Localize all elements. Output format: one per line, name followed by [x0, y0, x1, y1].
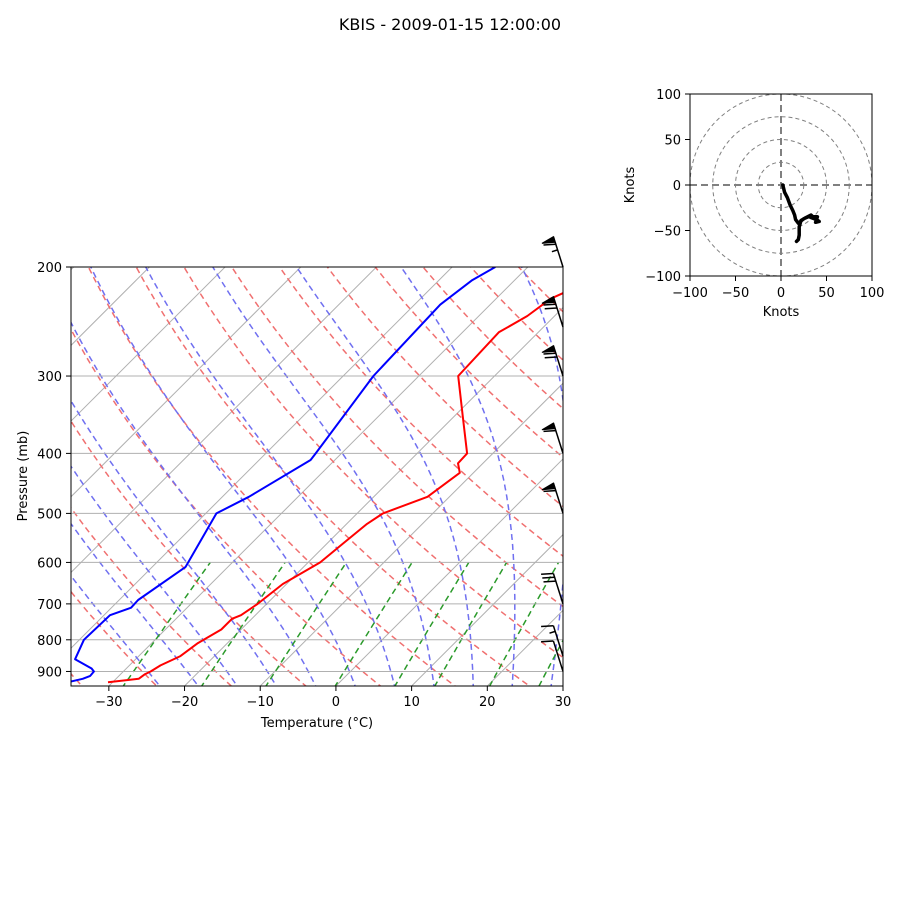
hodograph-panel: −100 −50 0 50 100 100 50 0 −50 −100 Knots Knots	[623, 88, 884, 320]
x-tick-label: 100	[860, 286, 885, 301]
y-tick-label: 600	[37, 556, 62, 571]
y-tick-label: 100	[656, 88, 681, 103]
moist-adiabat-line	[295, 267, 474, 686]
skewt-panel: −30 −20 −10 0 10 20 30 20030040050060070080090…	[16, 235, 722, 731]
wind-barb	[541, 422, 564, 454]
y-tick-label: 700	[37, 598, 62, 613]
isotherm-line	[183, 306, 563, 686]
mixing-ratio-line	[122, 561, 211, 686]
mixing-ratio-line	[562, 562, 640, 713]
dewpoint-profile	[71, 267, 496, 683]
mixing-ratio-line	[200, 561, 286, 686]
isotherm-line	[71, 267, 226, 422]
isotherm-line	[71, 267, 378, 574]
wind-barb	[541, 295, 564, 328]
x-tick-label: 20	[479, 695, 496, 710]
moist-adiabat-line	[71, 399, 278, 686]
temperature-profile	[107, 292, 563, 684]
hodograph-x-ticks: −100 −50 0 50 100	[672, 276, 884, 301]
moist-adiabat-line	[625, 267, 722, 700]
x-tick-label: 10	[403, 695, 420, 710]
x-tick-label: −50	[722, 286, 749, 301]
wind-barb	[541, 482, 564, 514]
isotherm-line	[71, 267, 302, 498]
skewt-frame	[70, 266, 564, 687]
y-tick-label: −100	[645, 270, 681, 285]
mixing-ratio-line	[488, 562, 560, 686]
y-tick-label: 300	[37, 370, 62, 385]
sounding-profiles	[71, 267, 563, 684]
hodograph-line	[781, 183, 821, 244]
wind-barbs	[541, 235, 564, 672]
isotherm-line	[108, 267, 529, 686]
y-tick-label: −50	[654, 225, 681, 240]
mixing-ratio-line	[265, 561, 347, 686]
wind-barb	[541, 624, 564, 657]
mixing-ratio-line	[433, 562, 508, 686]
x-tick-label: −20	[171, 695, 198, 710]
moist-adiabat-line	[587, 267, 638, 700]
wind-barb	[541, 572, 564, 605]
moist-adiabat-line	[145, 267, 396, 686]
x-tick-label: 30	[555, 695, 572, 710]
skewt-y-axis-label: Pressure (mb)	[16, 431, 31, 522]
x-tick-label: 0	[777, 286, 785, 301]
wind-barb	[541, 344, 564, 377]
skewt-plot-area	[71, 267, 563, 686]
isotherm-line	[259, 382, 563, 686]
x-tick-label: 0	[332, 695, 340, 710]
y-tick-label: 400	[37, 447, 62, 462]
y-tick-label: 900	[37, 665, 62, 680]
y-tick-label: 0	[673, 179, 681, 194]
x-tick-label: −30	[95, 695, 122, 710]
hodograph-y-axis-label: Knots	[623, 166, 638, 203]
isotherm-line	[71, 267, 151, 347]
skewt-x-ticks: −30 −20 −10 0 10 20 30	[95, 686, 571, 710]
wind-barb	[541, 640, 564, 672]
x-tick-label: 50	[818, 286, 835, 301]
y-tick-label: 200	[37, 261, 62, 276]
skewt-x-axis-label: Temperature (°C)	[260, 716, 373, 731]
y-tick-label: 800	[37, 634, 62, 649]
hodograph-x-axis-label: Knots	[763, 305, 800, 320]
chart-title: KBIS - 2009-01-15 12:00:00	[339, 15, 561, 34]
y-tick-label: 500	[37, 507, 62, 522]
mixing-ratio-line	[394, 562, 470, 686]
wind-barb	[541, 235, 564, 268]
skewt-y-ticks: 200 300 400 500 600 700 800 900	[37, 261, 71, 680]
isotherm-line	[335, 458, 563, 686]
hodograph-trace	[781, 183, 821, 244]
x-tick-label: −10	[247, 695, 274, 710]
x-tick-label: −100	[672, 286, 708, 301]
y-tick-label: 50	[664, 134, 681, 149]
mixing-ratio-line	[538, 638, 563, 686]
hodograph-y-ticks: 100 50 0 −50 −100	[645, 88, 690, 285]
hodograph-rings	[690, 94, 872, 276]
isotherm-line	[410, 533, 563, 686]
